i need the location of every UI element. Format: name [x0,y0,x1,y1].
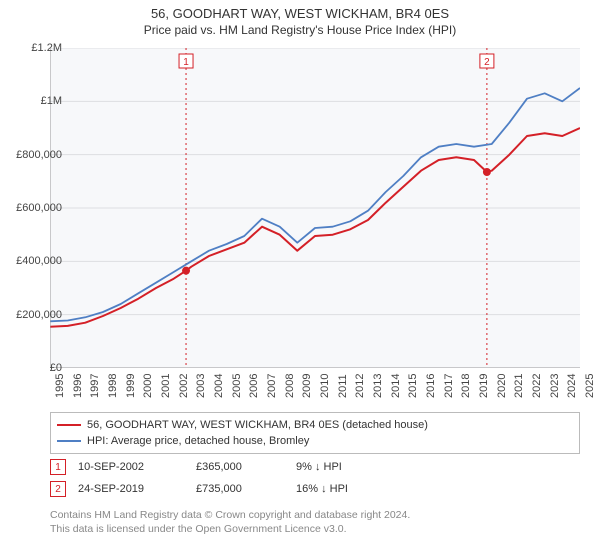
legend-label: 56, GOODHART WAY, WEST WICKHAM, BR4 0ES … [87,419,428,431]
y-tick-label: £200,000 [16,309,62,321]
footnote-line: Contains HM Land Registry data © Crown c… [50,508,580,522]
footnote: Contains HM Land Registry data © Crown c… [50,508,580,536]
event-marker: 1 [50,459,66,475]
x-tick-label: 1996 [72,374,84,398]
events-table: 1 10-SEP-2002 £365,000 9% ↓ HPI 2 24-SEP… [50,456,580,500]
event-price: £735,000 [196,483,296,495]
event-delta: 16% ↓ HPI [296,483,396,495]
legend-item: 56, GOODHART WAY, WEST WICKHAM, BR4 0ES … [57,417,573,433]
chart-page: 56, GOODHART WAY, WEST WICKHAM, BR4 0ES … [0,0,600,560]
legend-label: HPI: Average price, detached house, Brom… [87,435,309,447]
x-tick-label: 2023 [549,374,561,398]
x-tick-label: 2014 [390,374,402,398]
x-tick-label: 1995 [54,374,66,398]
event-marker: 2 [50,481,66,497]
svg-text:1: 1 [183,57,189,68]
event-date: 24-SEP-2019 [78,483,196,495]
x-tick-label: 2000 [142,374,154,398]
legend: 56, GOODHART WAY, WEST WICKHAM, BR4 0ES … [50,412,580,454]
x-tick-label: 2002 [178,374,190,398]
title-address: 56, GOODHART WAY, WEST WICKHAM, BR4 0ES [0,6,600,21]
svg-text:2: 2 [484,57,490,68]
x-tick-label: 2011 [337,374,349,398]
event-date: 10-SEP-2002 [78,461,196,473]
legend-swatch [57,424,81,426]
x-tick-label: 1998 [107,374,119,398]
x-tick-label: 2010 [319,374,331,398]
x-tick-label: 2016 [425,374,437,398]
y-tick-label: £0 [50,362,62,374]
event-row: 1 10-SEP-2002 £365,000 9% ↓ HPI [50,456,580,478]
x-tick-label: 2013 [372,374,384,398]
y-tick-label: £1.2M [31,42,62,54]
x-tick-label: 2001 [160,374,172,398]
x-tick-label: 2025 [584,374,596,398]
event-row: 2 24-SEP-2019 £735,000 16% ↓ HPI [50,478,580,500]
footnote-line: This data is licensed under the Open Gov… [50,522,580,536]
x-tick-label: 2018 [460,374,472,398]
x-tick-label: 2024 [566,374,578,398]
x-tick-label: 2015 [407,374,419,398]
x-tick-label: 2022 [531,374,543,398]
title-subtitle: Price paid vs. HM Land Registry's House … [0,23,600,37]
x-tick-label: 2004 [213,374,225,398]
x-tick-label: 2005 [231,374,243,398]
chart-svg: 12 [50,48,580,368]
y-tick-label: £800,000 [16,149,62,161]
x-tick-label: 2007 [266,374,278,398]
title-block: 56, GOODHART WAY, WEST WICKHAM, BR4 0ES … [0,0,600,37]
y-tick-label: £600,000 [16,202,62,214]
legend-swatch [57,440,81,442]
x-tick-label: 2003 [195,374,207,398]
x-tick-label: 2006 [248,374,260,398]
x-tick-label: 2017 [443,374,455,398]
x-tick-label: 2021 [513,374,525,398]
y-tick-label: £1M [41,95,62,107]
x-tick-label: 2008 [284,374,296,398]
chart-plot: 12 [50,48,580,368]
x-tick-label: 2020 [496,374,508,398]
x-tick-label: 2009 [301,374,313,398]
x-tick-label: 2012 [354,374,366,398]
event-delta: 9% ↓ HPI [296,461,396,473]
y-tick-label: £400,000 [16,255,62,267]
x-tick-label: 1997 [89,374,101,398]
event-price: £365,000 [196,461,296,473]
x-tick-label: 1999 [125,374,137,398]
legend-item: HPI: Average price, detached house, Brom… [57,433,573,449]
x-tick-label: 2019 [478,374,490,398]
